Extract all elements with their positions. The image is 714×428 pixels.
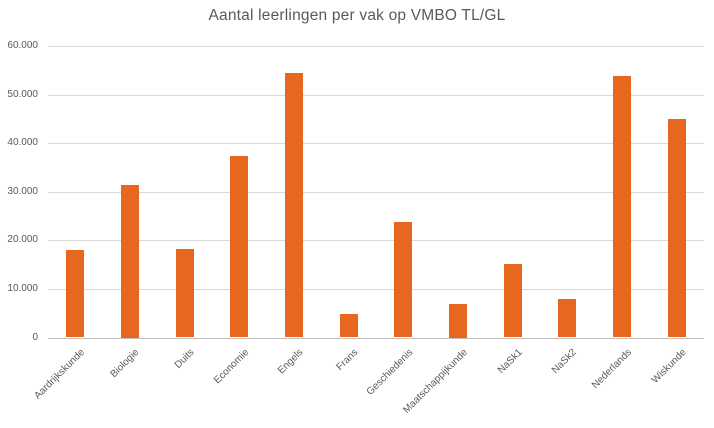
- bar-duits: [175, 248, 194, 338]
- chart-title: Aantal leerlingen per vak op VMBO TL/GL: [208, 7, 506, 24]
- bar-engels: [285, 73, 303, 338]
- x-category-label: Biologie: [108, 346, 142, 380]
- x-category-label: NaSk2: [550, 346, 580, 376]
- y-gridline: [48, 191, 704, 193]
- y-tick-label: 0: [32, 331, 38, 343]
- y-gridline: [48, 94, 704, 96]
- x-category-label: Nederlands: [589, 346, 634, 391]
- y-gridline: [48, 143, 704, 145]
- y-tick-label: 10.000: [7, 282, 38, 294]
- y-gridline: [48, 288, 704, 290]
- x-category-label: Wiskunde: [649, 346, 689, 386]
- x-category-label: Duits: [172, 346, 197, 371]
- bar-nask2: [558, 298, 577, 338]
- y-tick-label: 20.000: [7, 234, 38, 246]
- bar-nask1: [503, 264, 522, 338]
- bar-aardrijkskunde: [66, 249, 85, 338]
- bar-wiskunde: [667, 119, 686, 338]
- x-category-label: Frans: [334, 346, 361, 373]
- bar-biologie: [121, 184, 139, 338]
- bar-economie: [230, 155, 249, 338]
- y-gridline: [48, 240, 704, 242]
- bar-maatschappijkunde: [449, 304, 467, 338]
- bar-nederlands: [613, 75, 631, 338]
- bar-frans: [339, 314, 358, 338]
- y-tick-label: 30.000: [7, 185, 38, 197]
- y-tick-label: 60.000: [7, 40, 38, 51]
- x-category-label: Geschiedenis: [364, 346, 416, 398]
- y-tick-label: 50.000: [7, 88, 38, 100]
- x-category-label: Engels: [276, 346, 306, 376]
- bar-geschiedenis: [394, 221, 413, 338]
- y-gridline: [48, 46, 704, 47]
- x-axis-line: [48, 337, 704, 339]
- y-tick-label: 40.000: [7, 137, 38, 149]
- x-category-label: NaSk1: [495, 346, 525, 376]
- x-category-label: Aardrijkskunde: [32, 346, 88, 402]
- x-category-label: Economie: [211, 346, 252, 386]
